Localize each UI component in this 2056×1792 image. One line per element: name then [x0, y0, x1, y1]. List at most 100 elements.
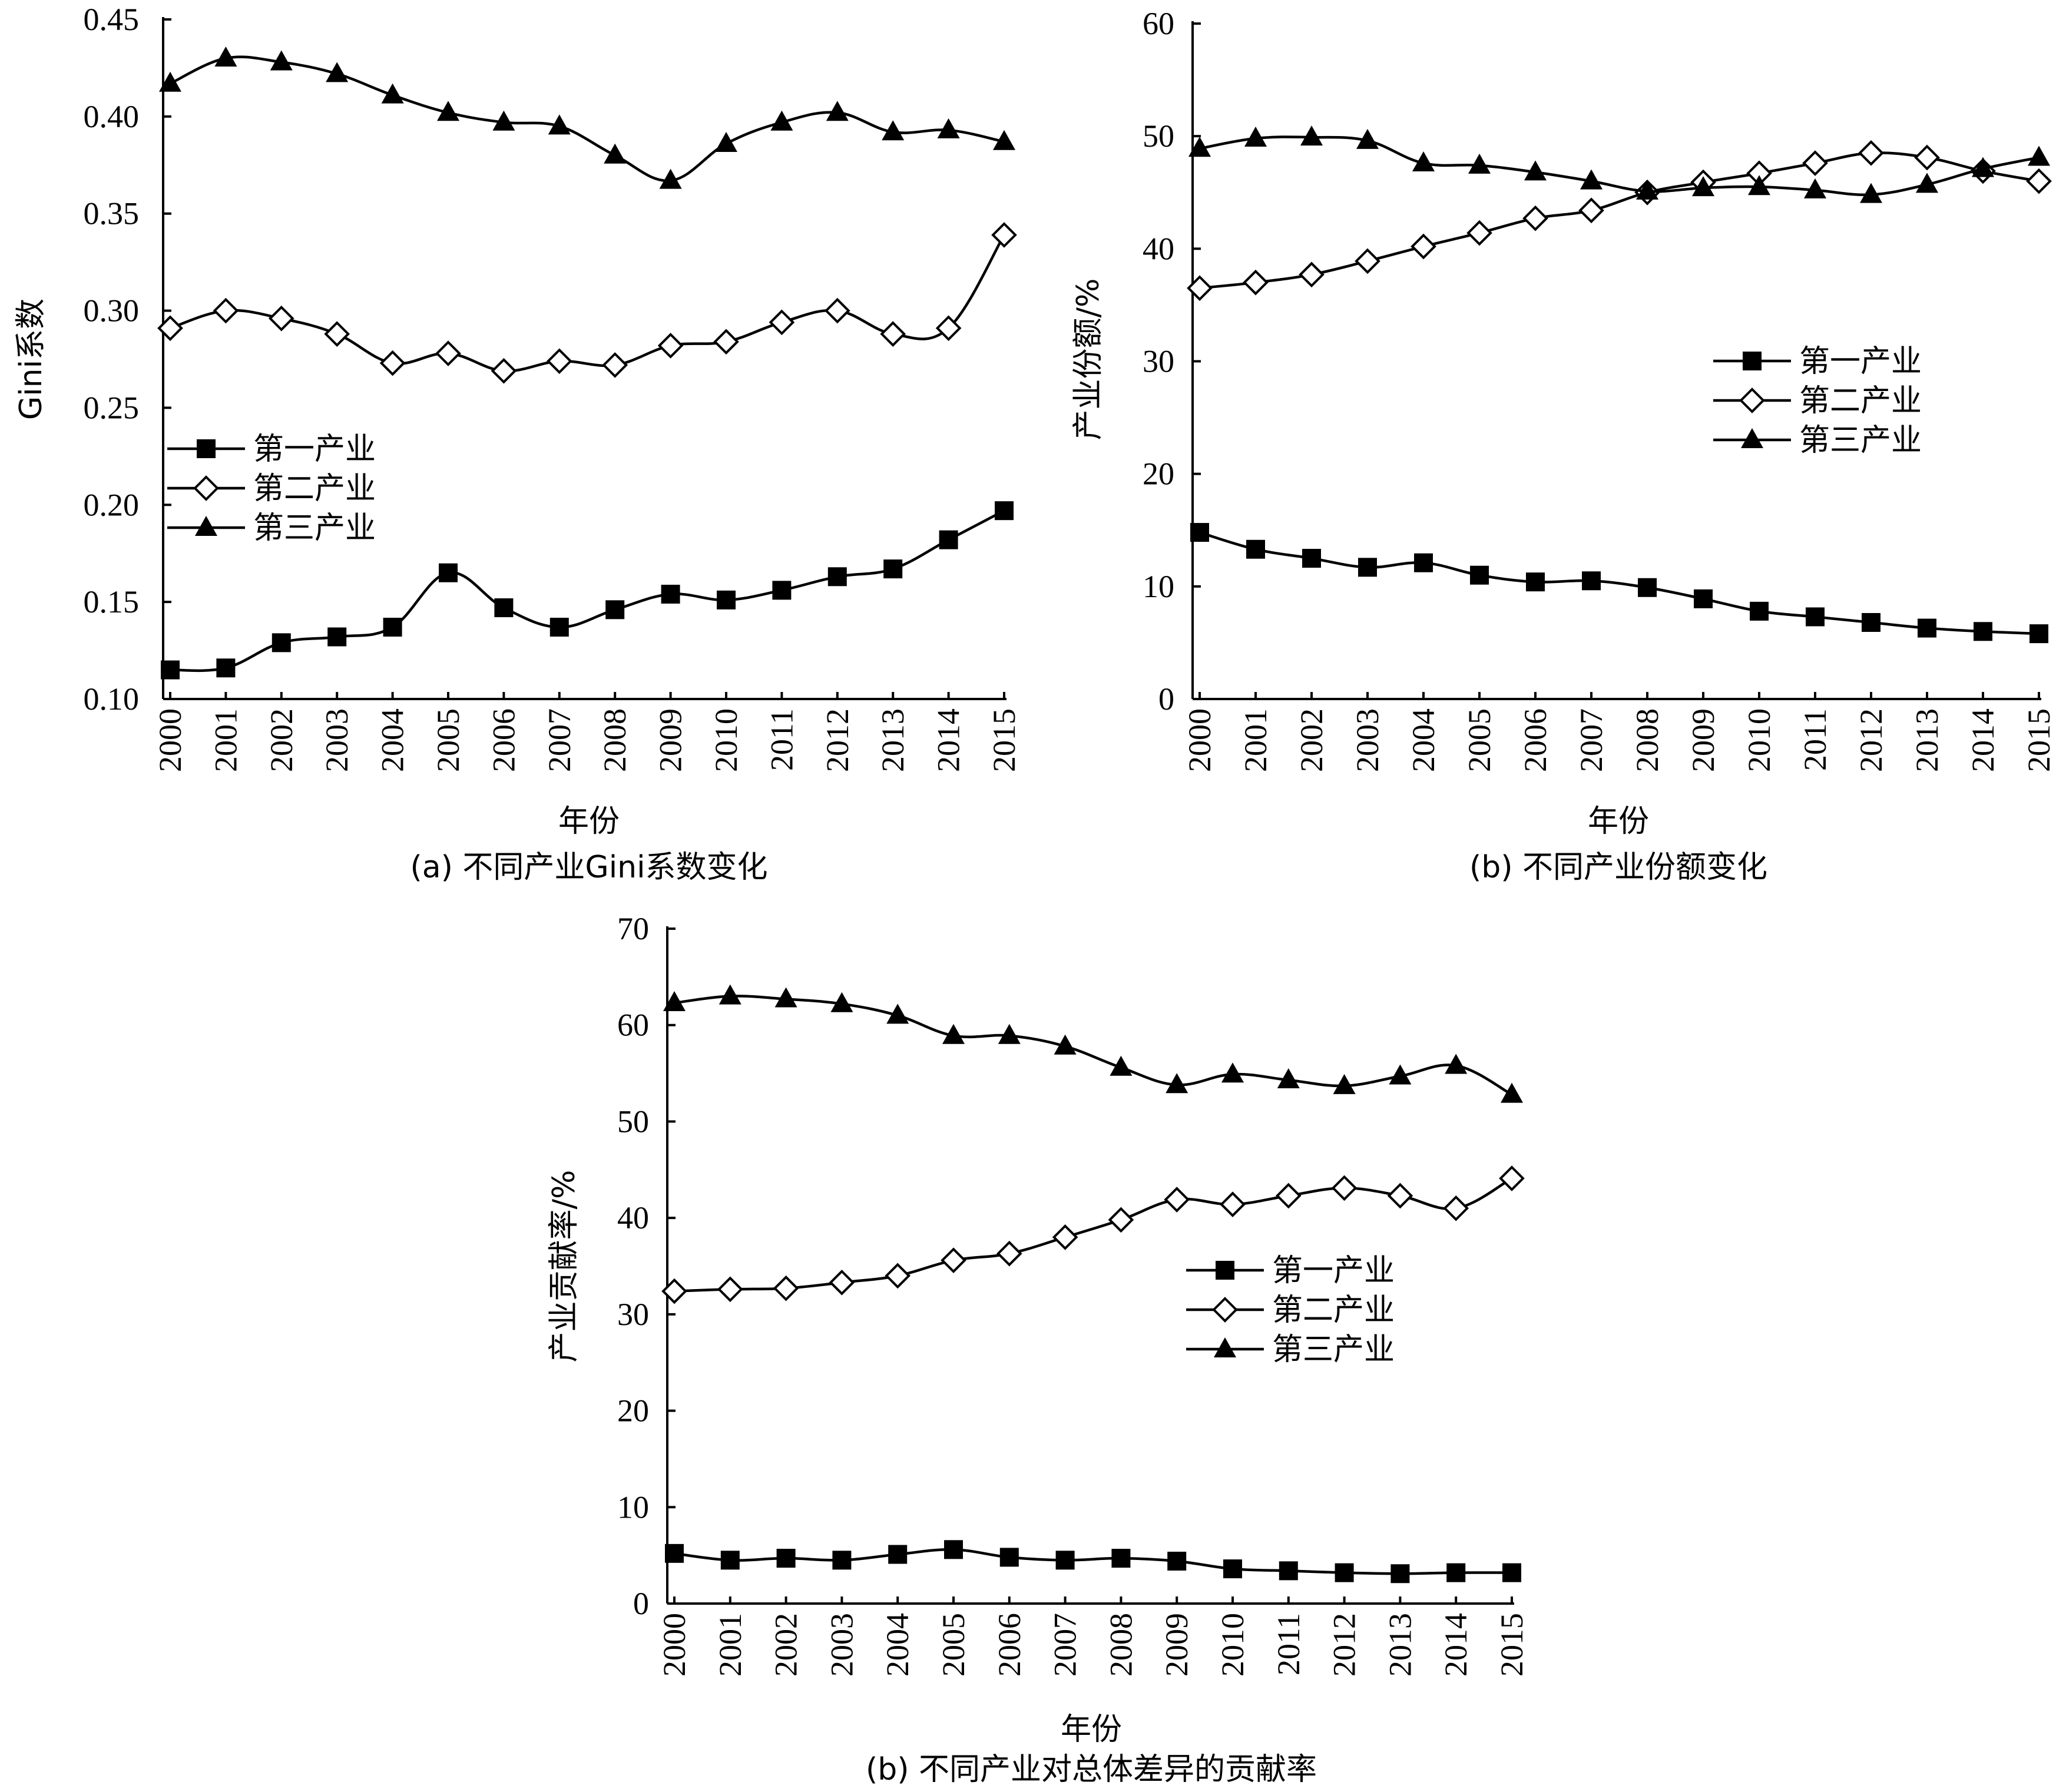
data-point [663, 991, 686, 1012]
data-point [1692, 176, 1714, 197]
data-point [1804, 178, 1826, 198]
data-point [1412, 151, 1435, 172]
data-point [1914, 144, 1940, 171]
data-point [659, 168, 682, 189]
chart-panel-a: 0.10 0.15 0.20 0.25 0.30 0.35 0.40 0.45 2000 2001… [14, 2, 1022, 885]
data-point [715, 132, 737, 153]
y-tick-label: 70 [617, 911, 649, 946]
x-tick-label: 2004 [880, 1613, 915, 1677]
data-point [719, 984, 741, 1005]
x-tick-label: 2006 [992, 1613, 1027, 1677]
x-tick-label: 2004 [375, 708, 410, 772]
x-tick-label: 2007 [542, 708, 577, 772]
chart-panel-c: 0 10 20 30 40 50 60 70 2000 2001 2002 2003 2004 2005 2… [547, 911, 1529, 1787]
y-axis-label: 产业份额/% [1071, 279, 1106, 440]
data-point [1860, 183, 1882, 203]
data-point [1580, 169, 1603, 190]
data-point [827, 567, 847, 587]
data-point [1802, 150, 1828, 176]
legend-marker [197, 439, 216, 458]
data-point [824, 297, 850, 324]
data-point [268, 305, 294, 332]
chart-caption: (b) 不同产业对总体差异的贡献率 [866, 1752, 1317, 1787]
data-point [993, 130, 1015, 150]
data-point [1499, 1165, 1525, 1191]
y-tick-label: 40 [617, 1200, 649, 1235]
y-tick-label: 20 [617, 1393, 649, 1429]
data-point [937, 118, 960, 138]
data-point [1355, 248, 1380, 274]
x-tick-label: 2013 [1382, 1613, 1418, 1677]
y-tick-label: 0.10 [84, 681, 140, 717]
x-tick-label: 2001 [1238, 708, 1273, 772]
series-2 [1187, 140, 2052, 302]
x-axis-label: 年份 [1061, 1712, 1122, 1747]
data-point [1501, 1082, 1523, 1103]
data-point [776, 1549, 796, 1568]
data-point [1052, 1224, 1078, 1250]
x-tick-label: 2012 [1853, 708, 1889, 772]
legend-label: 第三产业 [253, 511, 376, 546]
data-point [1220, 1191, 1246, 1218]
data-point [661, 1278, 687, 1304]
y-tick-label: 0.15 [84, 584, 140, 620]
data-point [491, 357, 517, 384]
x-tick-label: 2007 [1048, 1613, 1083, 1677]
data-point [1164, 1187, 1190, 1213]
data-point [720, 1551, 740, 1570]
data-point [1972, 157, 1994, 177]
data-point [1223, 1559, 1242, 1579]
x-tick-label: 2014 [1965, 708, 2001, 772]
data-point [1694, 589, 1713, 608]
legend-marker [195, 516, 217, 536]
y-tick-label: 0.40 [84, 99, 140, 134]
data-point [1190, 523, 1209, 542]
legend-label: 第二产业 [1799, 383, 1922, 419]
data-point [492, 110, 515, 131]
data-point [880, 321, 906, 347]
data-point [159, 71, 181, 92]
data-point [161, 660, 180, 680]
y-tick-label: 10 [617, 1489, 649, 1525]
x-tick-label: 2005 [936, 1613, 971, 1677]
data-point [774, 987, 797, 1008]
x-tick-label: 2005 [1462, 708, 1497, 772]
data-point [326, 62, 349, 82]
x-tick-label: 2009 [653, 708, 688, 772]
data-point [832, 1551, 852, 1570]
data-point [1331, 1175, 1358, 1201]
data-point [2028, 145, 2050, 166]
x-tick-label: 2001 [713, 1613, 748, 1677]
legend-label: 第三产业 [1272, 1332, 1395, 1367]
data-point [1166, 1073, 1188, 1094]
data-point [995, 501, 1014, 521]
x-tick-label: 2003 [824, 1613, 859, 1677]
data-point [1167, 1551, 1187, 1571]
data-point [1636, 179, 1658, 200]
y-axis-label: 产业贡献率/% [547, 1170, 582, 1363]
data-point [1468, 153, 1491, 174]
series-line [170, 234, 1005, 373]
data-point [665, 1543, 684, 1563]
y-tick-label: 30 [1143, 344, 1174, 379]
y-tick-label: 40 [1143, 231, 1174, 266]
data-point [327, 627, 347, 647]
x-tick-label: 2009 [1159, 1613, 1194, 1677]
legend-label: 第一产业 [1799, 344, 1922, 379]
chart-caption: (a) 不同产业Gini系数变化 [410, 850, 767, 885]
y-tick-label: 0.35 [84, 196, 140, 231]
series-line [674, 1548, 1512, 1575]
series-3 [1188, 125, 2050, 203]
data-point [1300, 125, 1323, 146]
legend-marker [1214, 1337, 1236, 1357]
data-point [942, 1023, 965, 1044]
y-axis-label: Gini系数 [14, 299, 49, 420]
data-point [886, 1003, 909, 1024]
data-point [713, 329, 739, 355]
data-point [324, 321, 350, 347]
x-tick-label: 2015 [986, 708, 1022, 772]
y-tick-label: 60 [1143, 6, 1174, 41]
data-point [1414, 553, 1433, 572]
